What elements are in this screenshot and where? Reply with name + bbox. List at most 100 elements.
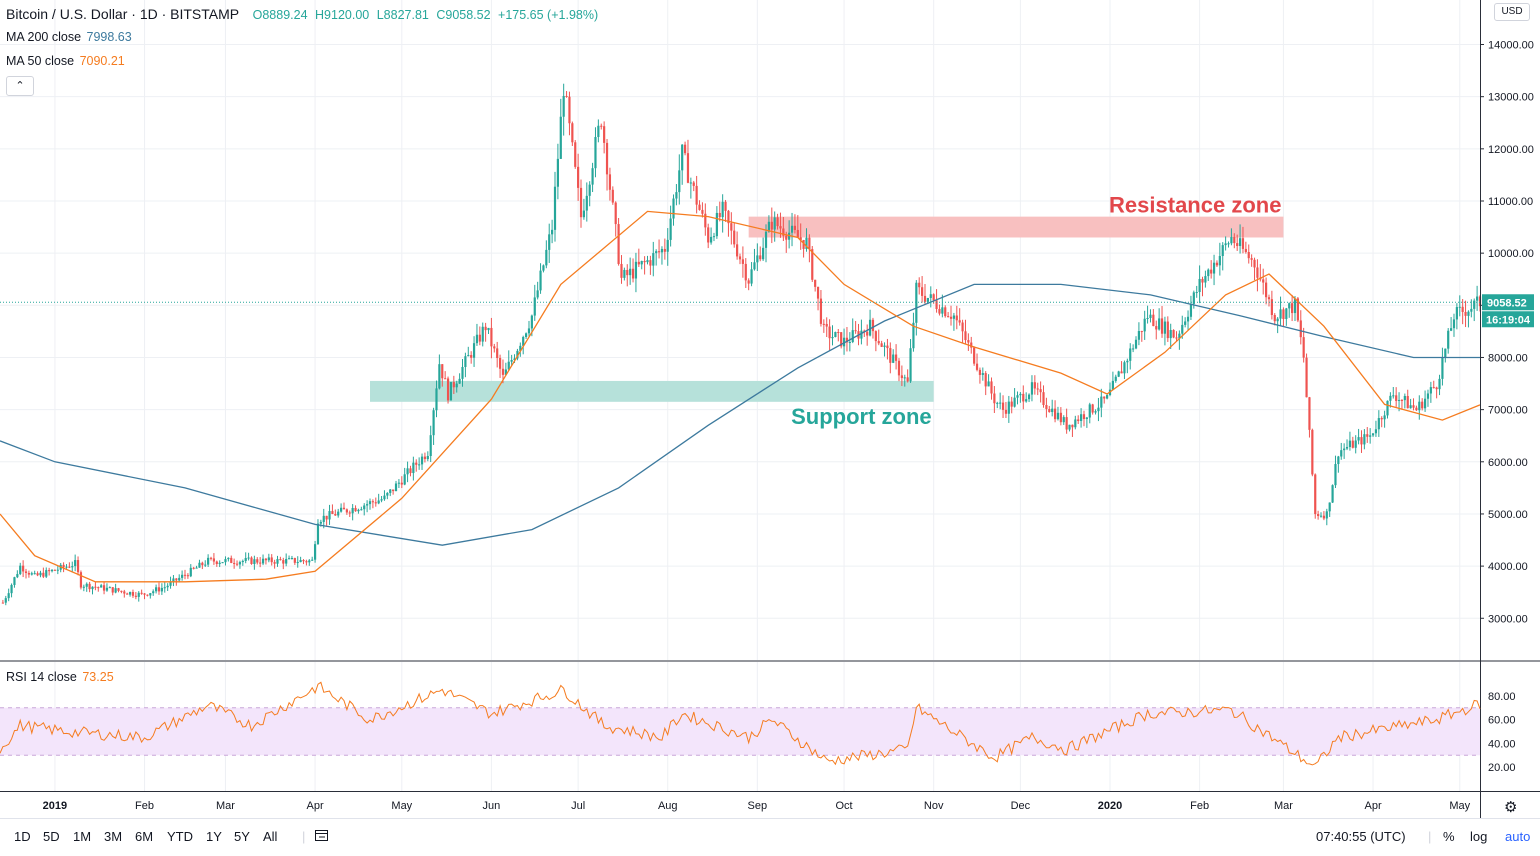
candle-up: [1129, 343, 1132, 370]
candle-up: [45, 567, 48, 579]
candle-body: [970, 342, 973, 348]
candle-body: [900, 375, 903, 379]
candle-body: [1423, 398, 1427, 409]
candle-up: [149, 592, 152, 599]
candle-up: [1473, 298, 1476, 322]
calendar-goto-icon[interactable]: [314, 828, 330, 843]
candle-up: [790, 212, 794, 247]
candle-body: [524, 333, 528, 337]
range-5d-button[interactable]: 5D: [43, 829, 60, 844]
candle-up: [1293, 296, 1297, 322]
candle-down: [626, 264, 629, 287]
candle-body: [912, 322, 915, 349]
candle-down: [186, 573, 189, 579]
candle-down: [126, 592, 129, 595]
candle-body: [1426, 393, 1430, 399]
candle-up: [715, 206, 718, 239]
candle-down: [741, 246, 744, 278]
candle-up: [163, 582, 166, 593]
candle-down: [1366, 427, 1369, 443]
range-5y-button[interactable]: 5Y: [234, 829, 250, 844]
candle-body: [675, 192, 678, 199]
percent-toggle[interactable]: %: [1443, 829, 1455, 844]
log-toggle[interactable]: log: [1470, 829, 1488, 844]
candle-body: [542, 265, 545, 271]
candle-up: [1319, 512, 1323, 518]
collapse-legend-button[interactable]: ⌃: [6, 76, 34, 96]
candle-body: [1397, 399, 1401, 401]
candle-up: [753, 248, 756, 271]
candle-body: [481, 326, 484, 342]
ma200-legend[interactable]: MA 200 close 7998.63: [6, 30, 132, 44]
candle-body: [1403, 396, 1406, 401]
range-6m-button[interactable]: 6M: [135, 829, 154, 844]
candle-body: [39, 572, 42, 576]
candle-down: [799, 223, 802, 250]
candle-body: [189, 567, 192, 577]
candle-down: [649, 255, 652, 275]
rsi-legend[interactable]: RSI 14 close 73.25: [6, 670, 114, 684]
candle-body: [1461, 306, 1464, 312]
symbol-title: Bitcoin / U.S. Dollar · 1D · BITSTAMP: [6, 6, 240, 22]
utc-clock[interactable]: 07:40:55 (UTC): [1316, 829, 1406, 844]
candle-body: [1288, 303, 1291, 309]
candle-body: [152, 591, 155, 594]
rsi-label: RSI 14 close: [6, 670, 77, 684]
candle-up: [481, 322, 484, 347]
candle-up: [1218, 242, 1221, 276]
candle-down: [1022, 385, 1025, 410]
candle-up: [762, 237, 765, 261]
candle-up: [1221, 242, 1224, 271]
candle-body: [1267, 297, 1271, 300]
range-1d-button[interactable]: 1D: [14, 829, 31, 844]
candle-body: [1438, 378, 1441, 390]
candle-down: [744, 258, 747, 288]
candle-down: [894, 344, 898, 370]
candle-body: [1094, 411, 1097, 413]
candle-down: [845, 327, 849, 352]
candle-body: [1314, 474, 1317, 515]
range-1m-button[interactable]: 1M: [73, 829, 92, 844]
candle-body: [565, 95, 568, 97]
candle-body: [854, 330, 857, 332]
gear-icon[interactable]: ⚙: [1504, 799, 1518, 816]
candle-body: [799, 237, 802, 240]
candle-body: [1082, 414, 1086, 419]
range-1y-button[interactable]: 1Y: [206, 829, 222, 844]
range-3m-button[interactable]: 3M: [104, 829, 123, 844]
range-ytd-button[interactable]: YTD: [167, 829, 193, 844]
candle-down: [577, 153, 580, 201]
candle-body: [247, 557, 250, 559]
candle-up: [681, 144, 684, 185]
range-all-button[interactable]: All: [263, 829, 278, 844]
candle-body: [1233, 237, 1236, 244]
bottom-toolbar: 1D 5D 1M 3M 6M YTD 1Y 5Y All | 07:40:55 …: [0, 818, 1540, 852]
auto-toggle[interactable]: auto: [1505, 829, 1531, 844]
candle-up: [1007, 395, 1010, 423]
ma50-legend[interactable]: MA 50 close 7090.21: [6, 54, 125, 68]
candle-down: [993, 386, 996, 413]
candle-up: [1198, 265, 1201, 304]
candle-body: [1340, 450, 1343, 457]
candles: [1, 83, 1482, 606]
candle-body: [1048, 409, 1051, 413]
candle-body: [1129, 348, 1132, 361]
candle-body: [845, 337, 849, 343]
candle-body: [498, 357, 502, 369]
currency-button[interactable]: USD: [1494, 3, 1530, 21]
candle-down: [923, 283, 927, 306]
candle-down: [131, 589, 135, 598]
candle-body: [614, 202, 617, 225]
candle-body: [409, 468, 412, 474]
ma200-line: [0, 283, 1480, 546]
candle-body: [175, 578, 178, 581]
candle-down: [1091, 403, 1094, 415]
candle-body: [947, 316, 950, 318]
candle-body: [1227, 243, 1230, 245]
candle-body: [1085, 417, 1088, 419]
candle-down: [256, 557, 259, 565]
candle-up: [1325, 508, 1328, 526]
candle-down: [1175, 331, 1178, 342]
